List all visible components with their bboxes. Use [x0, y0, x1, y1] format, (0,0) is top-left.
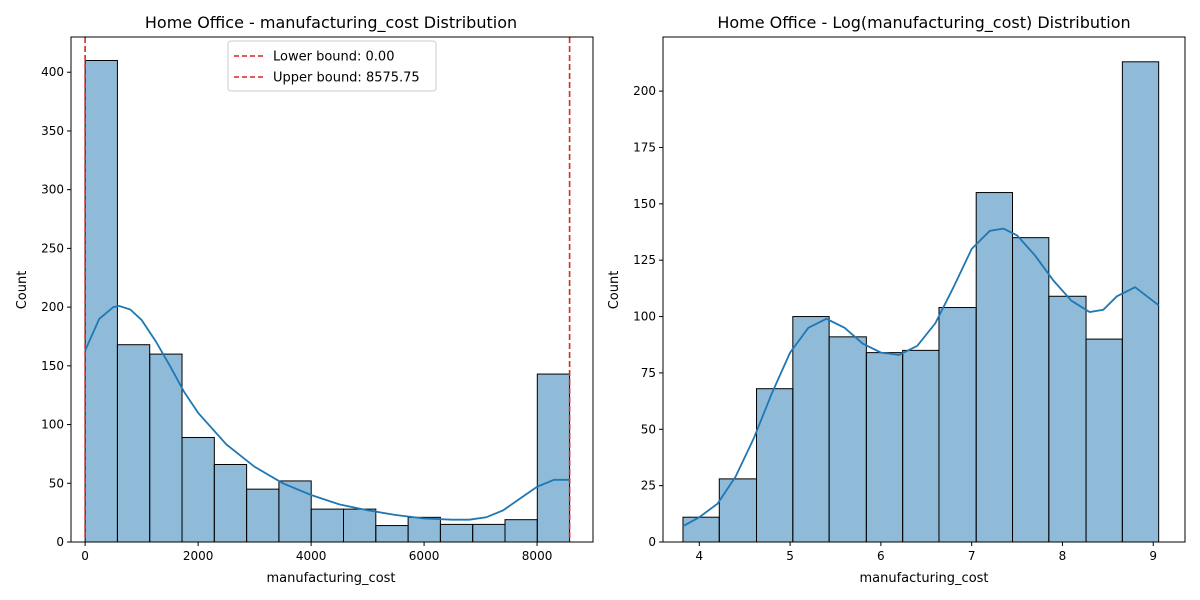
- x-tick-label: 5: [786, 549, 794, 563]
- histogram-bar: [1085, 338, 1123, 543]
- left-histogram-panel: Home Office - manufacturing_cost Distrib…: [15, 13, 594, 586]
- left-y-axis-label: Count: [15, 271, 30, 310]
- y-tick-label: 200: [41, 300, 64, 314]
- left-legend: Lower bound: 0.00 Upper bound: 8575.75: [227, 40, 437, 92]
- y-tick-label: 50: [641, 422, 656, 436]
- histogram-bar: [375, 525, 409, 543]
- x-tick-label: 4000: [296, 549, 327, 563]
- kde-curve: [682, 227, 1160, 527]
- right-y-axis-label: Count: [607, 271, 622, 310]
- y-tick-label: 0: [56, 535, 64, 549]
- histogram-bar: [865, 352, 904, 543]
- y-tick-label: 150: [633, 197, 656, 211]
- left-chart-title: Home Office - manufacturing_cost Distrib…: [145, 13, 517, 33]
- histogram-bar: [84, 59, 118, 543]
- x-tick-label: 8000: [522, 549, 553, 563]
- x-tick-label: 2000: [183, 549, 214, 563]
- histogram-bar: [181, 436, 215, 543]
- histogram-bar: [407, 516, 441, 543]
- x-tick-label: 4: [695, 549, 703, 563]
- x-tick-label: 9: [1149, 549, 1157, 563]
- left-axes-frame: [70, 36, 594, 543]
- histogram-bar: [828, 336, 867, 543]
- y-tick-label: 100: [633, 310, 656, 324]
- y-tick-label: 25: [641, 479, 656, 493]
- histogram-bar: [278, 480, 312, 543]
- histogram-bar: [213, 463, 248, 543]
- y-tick-label: 250: [41, 241, 64, 255]
- histogram-bar: [1012, 237, 1050, 543]
- x-tick-label: 7: [968, 549, 976, 563]
- y-tick-label: 50: [49, 476, 64, 490]
- y-tick-label: 100: [41, 418, 64, 432]
- histogram-bar: [718, 478, 758, 543]
- histogram-bar: [310, 508, 345, 543]
- x-tick-label: 0: [81, 549, 89, 563]
- histogram-bar: [149, 353, 183, 543]
- y-tick-label: 350: [41, 124, 64, 138]
- y-tick-label: 400: [41, 65, 64, 79]
- left-x-axis-label: manufacturing_cost: [266, 571, 395, 586]
- histogram-bar: [536, 373, 571, 543]
- histogram-bar: [902, 349, 940, 543]
- x-tick-label: 6: [877, 549, 885, 563]
- histogram-bar: [792, 316, 830, 543]
- right-histogram-panel: Home Office - Log(manufacturing_cost) Di…: [607, 13, 1186, 586]
- right-x-axis-label: manufacturing_cost: [859, 571, 988, 586]
- histogram-bar: [246, 488, 280, 543]
- y-tick-label: 0: [648, 535, 656, 549]
- y-tick-label: 150: [41, 359, 64, 373]
- histogram-bar: [343, 508, 377, 543]
- legend-box: [227, 40, 437, 92]
- histogram-bar: [439, 523, 474, 543]
- histogram-bar: [504, 519, 538, 543]
- y-tick-label: 300: [41, 183, 64, 197]
- y-tick-label: 175: [633, 140, 656, 154]
- histogram-bar: [938, 307, 977, 543]
- y-tick-label: 75: [641, 366, 656, 380]
- legend-upper-bound-label: Upper bound: 8575.75: [273, 71, 420, 86]
- right-axes-frame: [662, 36, 1186, 543]
- kde-curve: [84, 304, 570, 521]
- legend-lower-bound-label: Lower bound: 0.00: [273, 50, 394, 65]
- histogram-bar: [472, 523, 506, 543]
- x-tick-label: 6000: [409, 549, 440, 563]
- y-tick-label: 200: [633, 84, 656, 98]
- histogram-bar: [682, 516, 720, 543]
- histogram-bar: [1048, 295, 1087, 543]
- y-tick-label: 125: [633, 253, 656, 267]
- histogram-bar: [756, 388, 794, 543]
- histogram-bar: [116, 344, 151, 543]
- x-tick-label: 8: [1059, 549, 1067, 563]
- histogram-bar: [975, 192, 1014, 543]
- right-chart-title: Home Office - Log(manufacturing_cost) Di…: [717, 13, 1130, 33]
